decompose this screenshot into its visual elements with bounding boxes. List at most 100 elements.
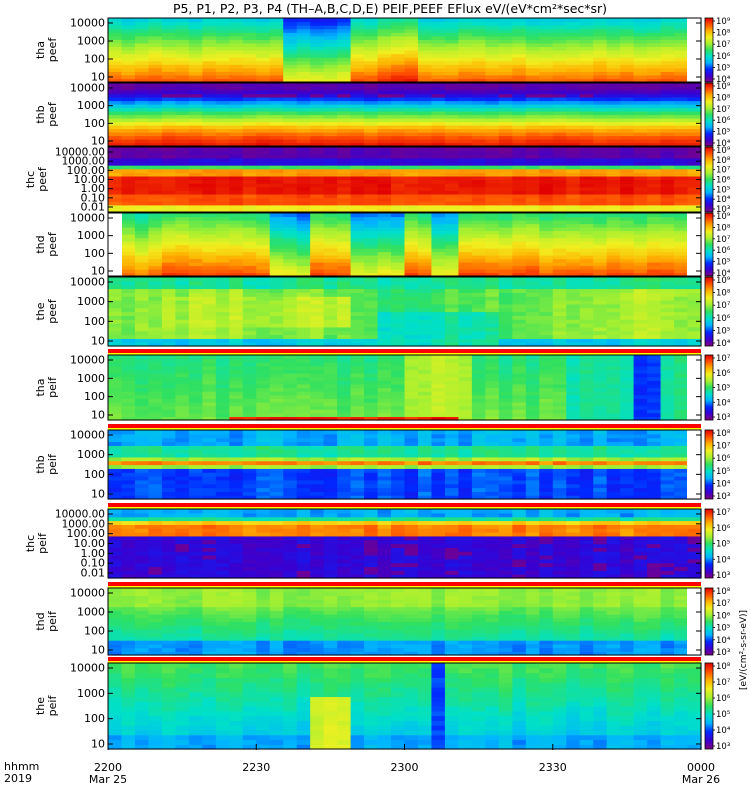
heatmap-cell [391,224,405,228]
heatmap-cell [189,71,203,75]
heatmap-cell [202,205,216,209]
heatmap-cell [216,380,230,384]
heatmap-cell [121,391,135,395]
heatmap-cell [566,22,580,26]
heatmap-cell [405,402,419,406]
heatmap-cell [485,380,499,384]
heatmap-cell [405,46,419,50]
heatmap-cell [270,296,284,300]
heatmap-cell [270,108,284,112]
heatmap-cell [499,125,513,129]
heatmap-cell [418,187,432,191]
heatmap-cell [283,289,297,293]
panel-thc-peef: 10000.001000.00100.0010.001.000.100.01th… [24,147,702,214]
heatmap-cell [202,391,216,395]
heatmap-cell [634,355,648,359]
heatmap-cell [445,71,459,75]
heatmap-cell [634,36,648,40]
heatmap-cell [297,104,311,108]
heatmap-cell [364,25,378,29]
heatmap-cell [121,277,135,281]
heatmap-cell [216,46,230,50]
heatmap-cell [405,22,419,26]
heatmap-cell [634,259,648,263]
heatmap-cell [121,151,135,155]
heatmap-cell [135,194,149,198]
heatmap-cell [661,29,675,33]
heatmap-cell [270,97,284,101]
heatmap-cell [647,36,661,40]
heatmap-cell [472,101,486,105]
heatmap-cell [121,319,135,323]
heatmap-cell [472,198,486,202]
heatmap-cell [566,87,580,91]
heatmap-cell [216,304,230,308]
heatmap-cell [472,29,486,33]
heatmap-cell [634,238,648,242]
heatmap-cell [324,61,338,65]
heatmap-cell [607,248,621,252]
heatmap-cell [148,231,162,235]
y-tick-label: 10000 [70,17,105,30]
heatmap-cell [378,151,392,155]
heatmap-cell [175,132,189,136]
heatmap-cell [418,300,432,304]
heatmap-cell [337,18,351,22]
heatmap-cell [391,377,405,381]
heatmap-cell [647,139,661,143]
heatmap-cell [499,139,513,143]
heatmap-cell [391,238,405,242]
heatmap-cell [121,220,135,224]
heatmap-cell [324,300,338,304]
heatmap-cell [607,61,621,65]
heatmap-cell [607,118,621,122]
heatmap-cell [688,315,702,319]
heatmap-cell [337,373,351,377]
heatmap-cell [553,255,567,259]
heatmap-cell [431,245,445,249]
heatmap-cell [108,36,122,40]
heatmap-cell [378,54,392,58]
heatmap-cell [593,125,607,129]
heatmap-cell [458,213,472,217]
heatmap-cell [418,165,432,169]
heatmap-cell [458,104,472,108]
heatmap-cell [148,172,162,176]
heatmap-cell [310,359,324,363]
heatmap-cell [512,359,526,363]
heatmap-cell [445,87,459,91]
heatmap-cell [472,384,486,388]
heatmap-cell [270,194,284,198]
heatmap-cell [378,308,392,312]
heatmap-cell [270,43,284,47]
heatmap-cell [688,111,702,115]
data-gap [687,355,701,420]
heatmap-cell [553,217,567,221]
heatmap-cell [431,104,445,108]
heatmap-cell [229,266,243,270]
heatmap-cell [405,180,419,184]
heatmap-cell [391,75,405,79]
heatmap-cell [189,319,203,323]
heatmap-cell [431,315,445,319]
heatmap-cell [310,377,324,381]
heatmap-cell [661,97,675,101]
heatmap-cell [202,176,216,180]
heatmap-cell [634,132,648,136]
heatmap-cell [283,108,297,112]
heatmap-cell [364,285,378,289]
heatmap-cell [431,331,445,335]
heatmap-cell [580,338,594,342]
heatmap-cell [256,43,270,47]
heatmap-cell [445,402,459,406]
heatmap-cell [485,43,499,47]
heatmap-cell [175,491,189,495]
heatmap-cell [162,277,176,281]
heatmap-cell [108,296,122,300]
heatmap-cell [310,331,324,335]
heatmap-cell [607,327,621,331]
heatmap-cell [189,388,203,392]
heatmap-cell [108,61,122,65]
heatmap-cell [405,331,419,335]
heatmap-cell [189,147,203,151]
